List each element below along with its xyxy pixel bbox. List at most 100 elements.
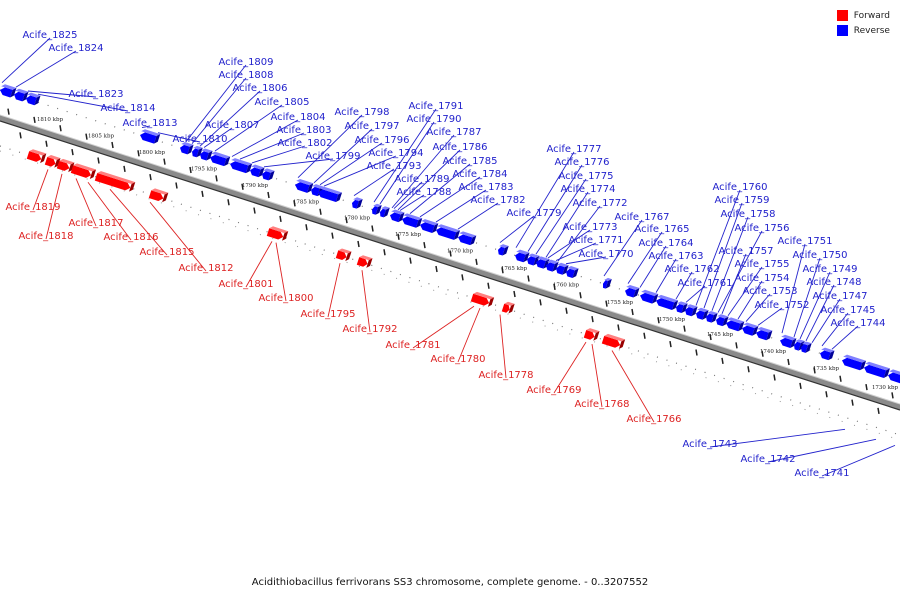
scale-tick (149, 174, 152, 181)
reverse-gene-top (795, 339, 805, 343)
scale-tick (865, 383, 868, 391)
reverse-gene-label: Acife_1763 (648, 251, 703, 262)
reverse-gene-side (22, 91, 29, 102)
scale-tick (357, 240, 360, 248)
forward-gene-label-leader (553, 341, 587, 394)
reverse-gene-label: Acife_1802 (277, 138, 332, 149)
reverse-gene-label-leader (757, 307, 783, 326)
reverse-gene-label-leader (239, 132, 305, 160)
reverse-gene-label-leader (811, 298, 841, 343)
reverse-gene-label: Acife_1791 (408, 101, 463, 112)
forward-gene-top (47, 155, 61, 161)
reverse-gene-side (552, 262, 559, 272)
reverse-gene-body (436, 227, 457, 240)
forward-gene (70, 163, 97, 180)
reverse-gene-label: Acife_1809 (218, 57, 273, 68)
forward-gene-side (40, 153, 47, 164)
reverse-gene-label-leader (805, 284, 835, 342)
reverse-gene-body (685, 306, 694, 317)
reverse-gene-side (432, 223, 439, 233)
reverse-gene-top (677, 301, 688, 306)
reverse-gene-side (335, 192, 343, 203)
forward-gene (148, 188, 169, 203)
reverse-gene-side (805, 343, 812, 353)
scale-tick (423, 242, 426, 249)
scale-label: 1810 kbp (37, 117, 64, 123)
reverse-gene-top (499, 244, 509, 248)
reverse-gene (180, 142, 194, 155)
scale-label: 1740 kbp (760, 349, 787, 355)
reverse-gene-label-leader (547, 229, 591, 259)
reverse-gene-label: Acife_1756 (734, 223, 789, 234)
reverse-gene-label-leader (141, 125, 151, 129)
forward-gene-label: Acife_1781 (385, 340, 440, 351)
scale-tick (487, 282, 490, 289)
scale-tick (461, 274, 464, 281)
forward-gene-side (487, 297, 495, 307)
scale-tick (383, 249, 386, 256)
reverse-gene (250, 164, 265, 178)
scale-label: 1785 kbp (293, 199, 320, 205)
scale-tick (513, 290, 516, 298)
forward-gene-top (359, 255, 373, 261)
scale-tick (851, 399, 854, 406)
reverse-gene-top (802, 341, 812, 346)
reverse-gene-side (752, 326, 759, 336)
forward-gene-label-leader (149, 201, 207, 272)
reverse-gene-side (258, 167, 265, 178)
forward-gene (583, 328, 600, 341)
reverse-gene-label: Acife_1797 (344, 121, 399, 132)
reverse-gene-label: Acife_1799 (305, 151, 360, 162)
reverse-gene-label: Acife_1770 (578, 249, 633, 260)
reverse-gene-label-leader (709, 428, 846, 448)
forward-gene-label-leader (412, 305, 475, 349)
scale-label: 1760 kbp (553, 283, 580, 289)
map-caption: Acidithiobacillus ferrivorans SS3 chromo… (251, 577, 649, 588)
reverse-gene-label: Acife_1790 (406, 114, 461, 125)
forward-gene (356, 255, 373, 268)
forward-swatch (836, 10, 848, 21)
reverse-gene (536, 256, 550, 269)
reverse-gene (436, 224, 461, 240)
forward-gene-label-leader (245, 241, 273, 288)
reverse-gene-label-leader (457, 202, 499, 230)
reverse-gene-label: Acife_1785 (442, 156, 497, 167)
reverse-gene (372, 203, 382, 215)
reverse-gene-side (633, 288, 640, 298)
forward-gene-label: Acife_1816 (103, 232, 158, 243)
reverse-gene-body (192, 148, 199, 158)
reverse-gene-label-leader (565, 256, 607, 265)
forward-gene-top (586, 328, 600, 334)
scale-tick (787, 358, 790, 366)
reverse-gene-label-leader (831, 325, 859, 350)
scale-tick (761, 350, 764, 357)
scale-tick (345, 216, 348, 224)
scale-label: 1730 kbp (872, 385, 899, 391)
reverse-gene-label: Acife_1776 (554, 157, 609, 168)
scale-tick (669, 341, 672, 348)
reverse-gene-side (671, 300, 679, 310)
scale-tick (709, 333, 712, 341)
forward-gene-body (44, 156, 56, 167)
reverse-gene-top (604, 277, 612, 282)
reverse-gene-body (706, 313, 714, 323)
forward-gene-body (94, 173, 131, 191)
reverse-gene-body (640, 292, 655, 304)
reverse-gene-label-leader (231, 119, 299, 157)
reverse-gene (14, 88, 29, 102)
reverse-gene-label-leader (703, 202, 743, 309)
reverse-gene-label: Acife_1761 (677, 278, 732, 289)
reverse-gene-label-leader (353, 168, 395, 197)
reverse-gene-body (230, 161, 249, 174)
reverse-gene (566, 266, 579, 279)
forward-gene-side (282, 231, 289, 241)
scale-tick (215, 175, 218, 182)
backbone (0, 115, 900, 410)
reverse-gene-label: Acife_1808 (218, 70, 273, 81)
reverse-gene (556, 262, 569, 275)
reverse-swatch (836, 25, 848, 36)
reverse-gene-label: Acife_1810 (172, 134, 227, 145)
scale-label: 1745 kbp (707, 332, 734, 338)
reverse-gene-top (15, 88, 29, 94)
reverse-gene (140, 129, 161, 144)
